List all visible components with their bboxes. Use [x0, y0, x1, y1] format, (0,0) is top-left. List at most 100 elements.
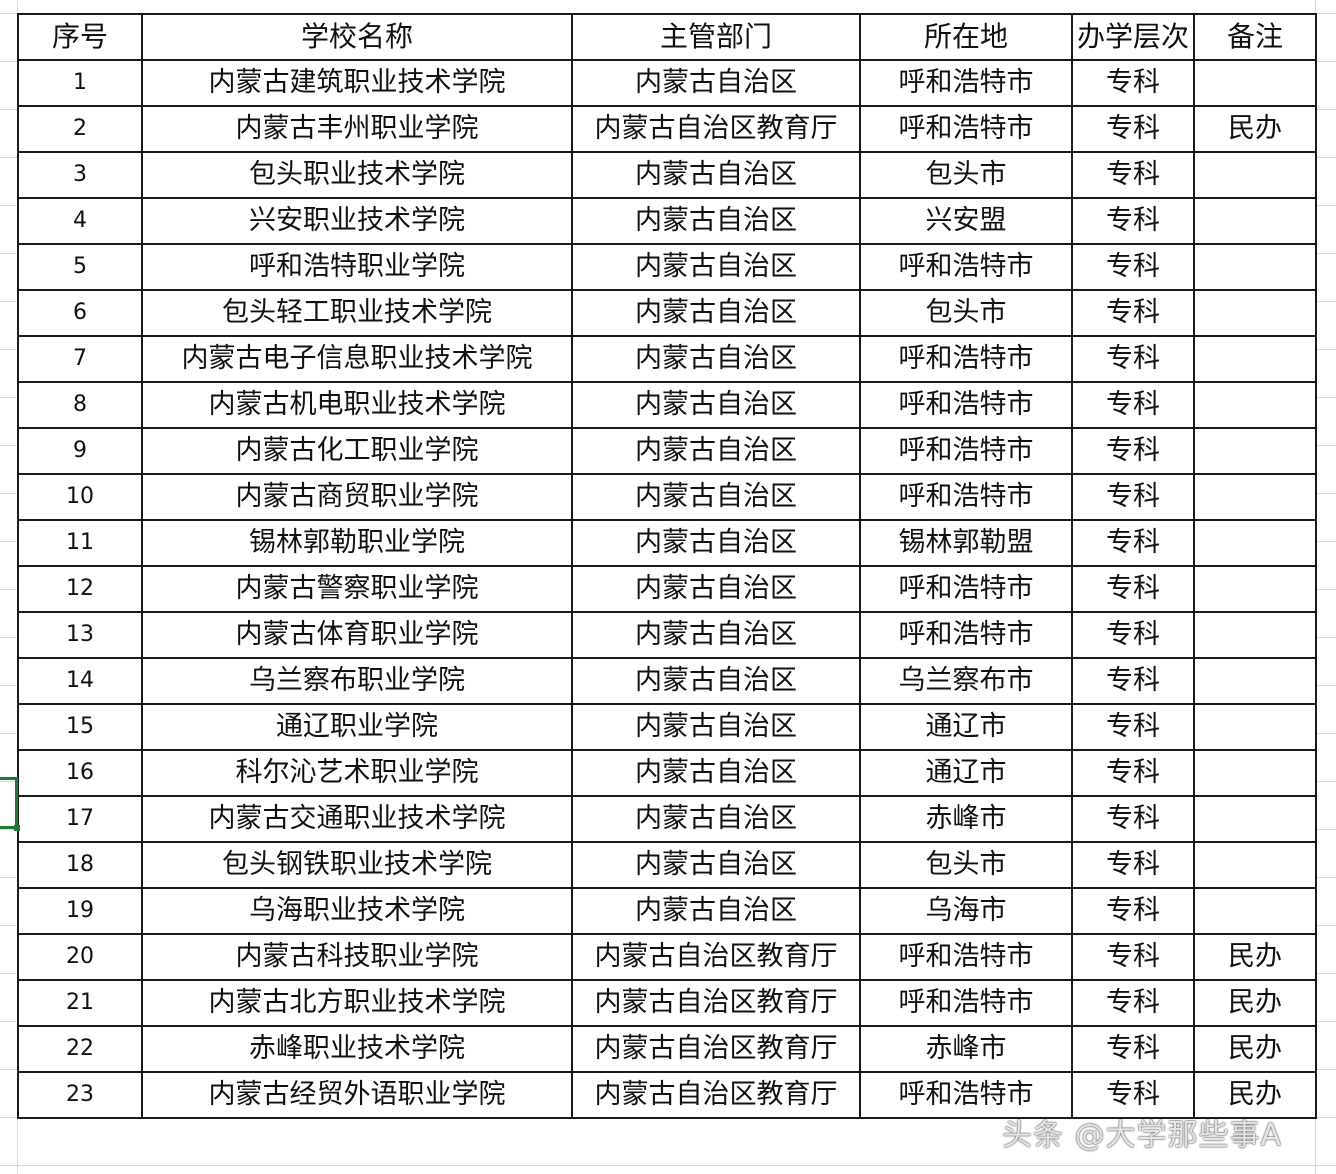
cell-index[interactable]: 16: [17, 749, 143, 797]
cell-level[interactable]: 专科: [1071, 703, 1195, 751]
cell-index[interactable]: 6: [17, 289, 143, 337]
cell-remarks[interactable]: [1193, 243, 1317, 291]
header-school-name[interactable]: 学校名称: [141, 13, 573, 61]
cell-department[interactable]: 内蒙古自治区: [571, 473, 861, 521]
cell-index[interactable]: 13: [17, 611, 143, 659]
cell-school-name[interactable]: 包头职业技术学院: [141, 151, 573, 199]
cell-remarks[interactable]: [1193, 151, 1317, 199]
cell-remarks[interactable]: [1193, 841, 1317, 889]
header-index[interactable]: 序号: [17, 13, 143, 61]
cell-remarks[interactable]: [1193, 611, 1317, 659]
cell-level[interactable]: 专科: [1071, 841, 1195, 889]
cell-level[interactable]: 专科: [1071, 243, 1195, 291]
cell-department[interactable]: 内蒙古自治区: [571, 565, 861, 613]
cell-location[interactable]: 呼和浩特市: [859, 1071, 1073, 1119]
cell-remarks[interactable]: [1193, 427, 1317, 475]
cell-school-name[interactable]: 锡林郭勒职业学院: [141, 519, 573, 567]
cell-index[interactable]: 11: [17, 519, 143, 567]
cell-level[interactable]: 专科: [1071, 657, 1195, 705]
cell-department[interactable]: 内蒙古自治区教育厅: [571, 1025, 861, 1073]
cell-school-name[interactable]: 内蒙古电子信息职业技术学院: [141, 335, 573, 383]
cell-index[interactable]: 18: [17, 841, 143, 889]
cell-level[interactable]: 专科: [1071, 933, 1195, 981]
cell-level[interactable]: 专科: [1071, 59, 1195, 107]
cell-school-name[interactable]: 内蒙古警察职业学院: [141, 565, 573, 613]
header-level[interactable]: 办学层次: [1071, 13, 1195, 61]
cell-location[interactable]: 呼和浩特市: [859, 105, 1073, 153]
cell-school-name[interactable]: 内蒙古机电职业技术学院: [141, 381, 573, 429]
header-remarks[interactable]: 备注: [1193, 13, 1317, 61]
cell-level[interactable]: 专科: [1071, 335, 1195, 383]
cell-department[interactable]: 内蒙古自治区: [571, 335, 861, 383]
cell-remarks[interactable]: [1193, 519, 1317, 567]
cell-index[interactable]: 20: [17, 933, 143, 981]
cell-department[interactable]: 内蒙古自治区: [571, 59, 861, 107]
cell-school-name[interactable]: 内蒙古北方职业技术学院: [141, 979, 573, 1027]
cell-remarks[interactable]: [1193, 59, 1317, 107]
cell-level[interactable]: 专科: [1071, 289, 1195, 337]
cell-level[interactable]: 专科: [1071, 887, 1195, 935]
cell-index[interactable]: 15: [17, 703, 143, 751]
header-location[interactable]: 所在地: [859, 13, 1073, 61]
cell-school-name[interactable]: 内蒙古经贸外语职业学院: [141, 1071, 573, 1119]
cell-location[interactable]: 呼和浩特市: [859, 611, 1073, 659]
cell-level[interactable]: 专科: [1071, 749, 1195, 797]
cell-index[interactable]: 17: [17, 795, 143, 843]
cell-school-name[interactable]: 乌兰察布职业学院: [141, 657, 573, 705]
cell-level[interactable]: 专科: [1071, 1071, 1195, 1119]
cell-level[interactable]: 专科: [1071, 151, 1195, 199]
cell-school-name[interactable]: 呼和浩特职业学院: [141, 243, 573, 291]
cell-index[interactable]: 4: [17, 197, 143, 245]
cell-level[interactable]: 专科: [1071, 795, 1195, 843]
cell-index[interactable]: 22: [17, 1025, 143, 1073]
cell-level[interactable]: 专科: [1071, 105, 1195, 153]
cell-school-name[interactable]: 内蒙古建筑职业技术学院: [141, 59, 573, 107]
cell-department[interactable]: 内蒙古自治区: [571, 795, 861, 843]
cell-remarks[interactable]: [1193, 887, 1317, 935]
cell-location[interactable]: 呼和浩特市: [859, 427, 1073, 475]
cell-remarks[interactable]: [1193, 335, 1317, 383]
cell-department[interactable]: 内蒙古自治区: [571, 657, 861, 705]
cell-location[interactable]: 通辽市: [859, 703, 1073, 751]
cell-index[interactable]: 23: [17, 1071, 143, 1119]
cell-location[interactable]: 赤峰市: [859, 795, 1073, 843]
cell-remarks[interactable]: [1193, 197, 1317, 245]
cell-remarks[interactable]: 民办: [1193, 979, 1317, 1027]
cell-remarks[interactable]: 民办: [1193, 933, 1317, 981]
cell-level[interactable]: 专科: [1071, 565, 1195, 613]
cell-location[interactable]: 呼和浩特市: [859, 243, 1073, 291]
cell-school-name[interactable]: 内蒙古科技职业学院: [141, 933, 573, 981]
cell-school-name[interactable]: 包头轻工职业技术学院: [141, 289, 573, 337]
cell-location[interactable]: 呼和浩特市: [859, 565, 1073, 613]
cell-location[interactable]: 赤峰市: [859, 1025, 1073, 1073]
cell-department[interactable]: 内蒙古自治区: [571, 887, 861, 935]
cell-location[interactable]: 呼和浩特市: [859, 473, 1073, 521]
cell-location[interactable]: 锡林郭勒盟: [859, 519, 1073, 567]
cell-remarks[interactable]: [1193, 289, 1317, 337]
cell-department[interactable]: 内蒙古自治区: [571, 197, 861, 245]
cell-school-name[interactable]: 科尔沁艺术职业学院: [141, 749, 573, 797]
cell-department[interactable]: 内蒙古自治区: [571, 611, 861, 659]
cell-remarks[interactable]: [1193, 381, 1317, 429]
cell-level[interactable]: 专科: [1071, 427, 1195, 475]
cell-department[interactable]: 内蒙古自治区: [571, 243, 861, 291]
cell-location[interactable]: 包头市: [859, 841, 1073, 889]
cell-department[interactable]: 内蒙古自治区教育厅: [571, 979, 861, 1027]
cell-location[interactable]: 兴安盟: [859, 197, 1073, 245]
cell-location[interactable]: 乌兰察布市: [859, 657, 1073, 705]
cell-school-name[interactable]: 内蒙古交通职业技术学院: [141, 795, 573, 843]
cell-index[interactable]: 1: [17, 59, 143, 107]
cell-department[interactable]: 内蒙古自治区教育厅: [571, 105, 861, 153]
cell-index[interactable]: 10: [17, 473, 143, 521]
cell-level[interactable]: 专科: [1071, 1025, 1195, 1073]
cell-index[interactable]: 14: [17, 657, 143, 705]
cell-location[interactable]: 呼和浩特市: [859, 933, 1073, 981]
cell-department[interactable]: 内蒙古自治区: [571, 427, 861, 475]
cell-location[interactable]: 呼和浩特市: [859, 381, 1073, 429]
cell-department[interactable]: 内蒙古自治区: [571, 703, 861, 751]
cell-department[interactable]: 内蒙古自治区: [571, 151, 861, 199]
cell-index[interactable]: 3: [17, 151, 143, 199]
cell-location[interactable]: 包头市: [859, 289, 1073, 337]
cell-remarks[interactable]: [1193, 473, 1317, 521]
cell-location[interactable]: 包头市: [859, 151, 1073, 199]
